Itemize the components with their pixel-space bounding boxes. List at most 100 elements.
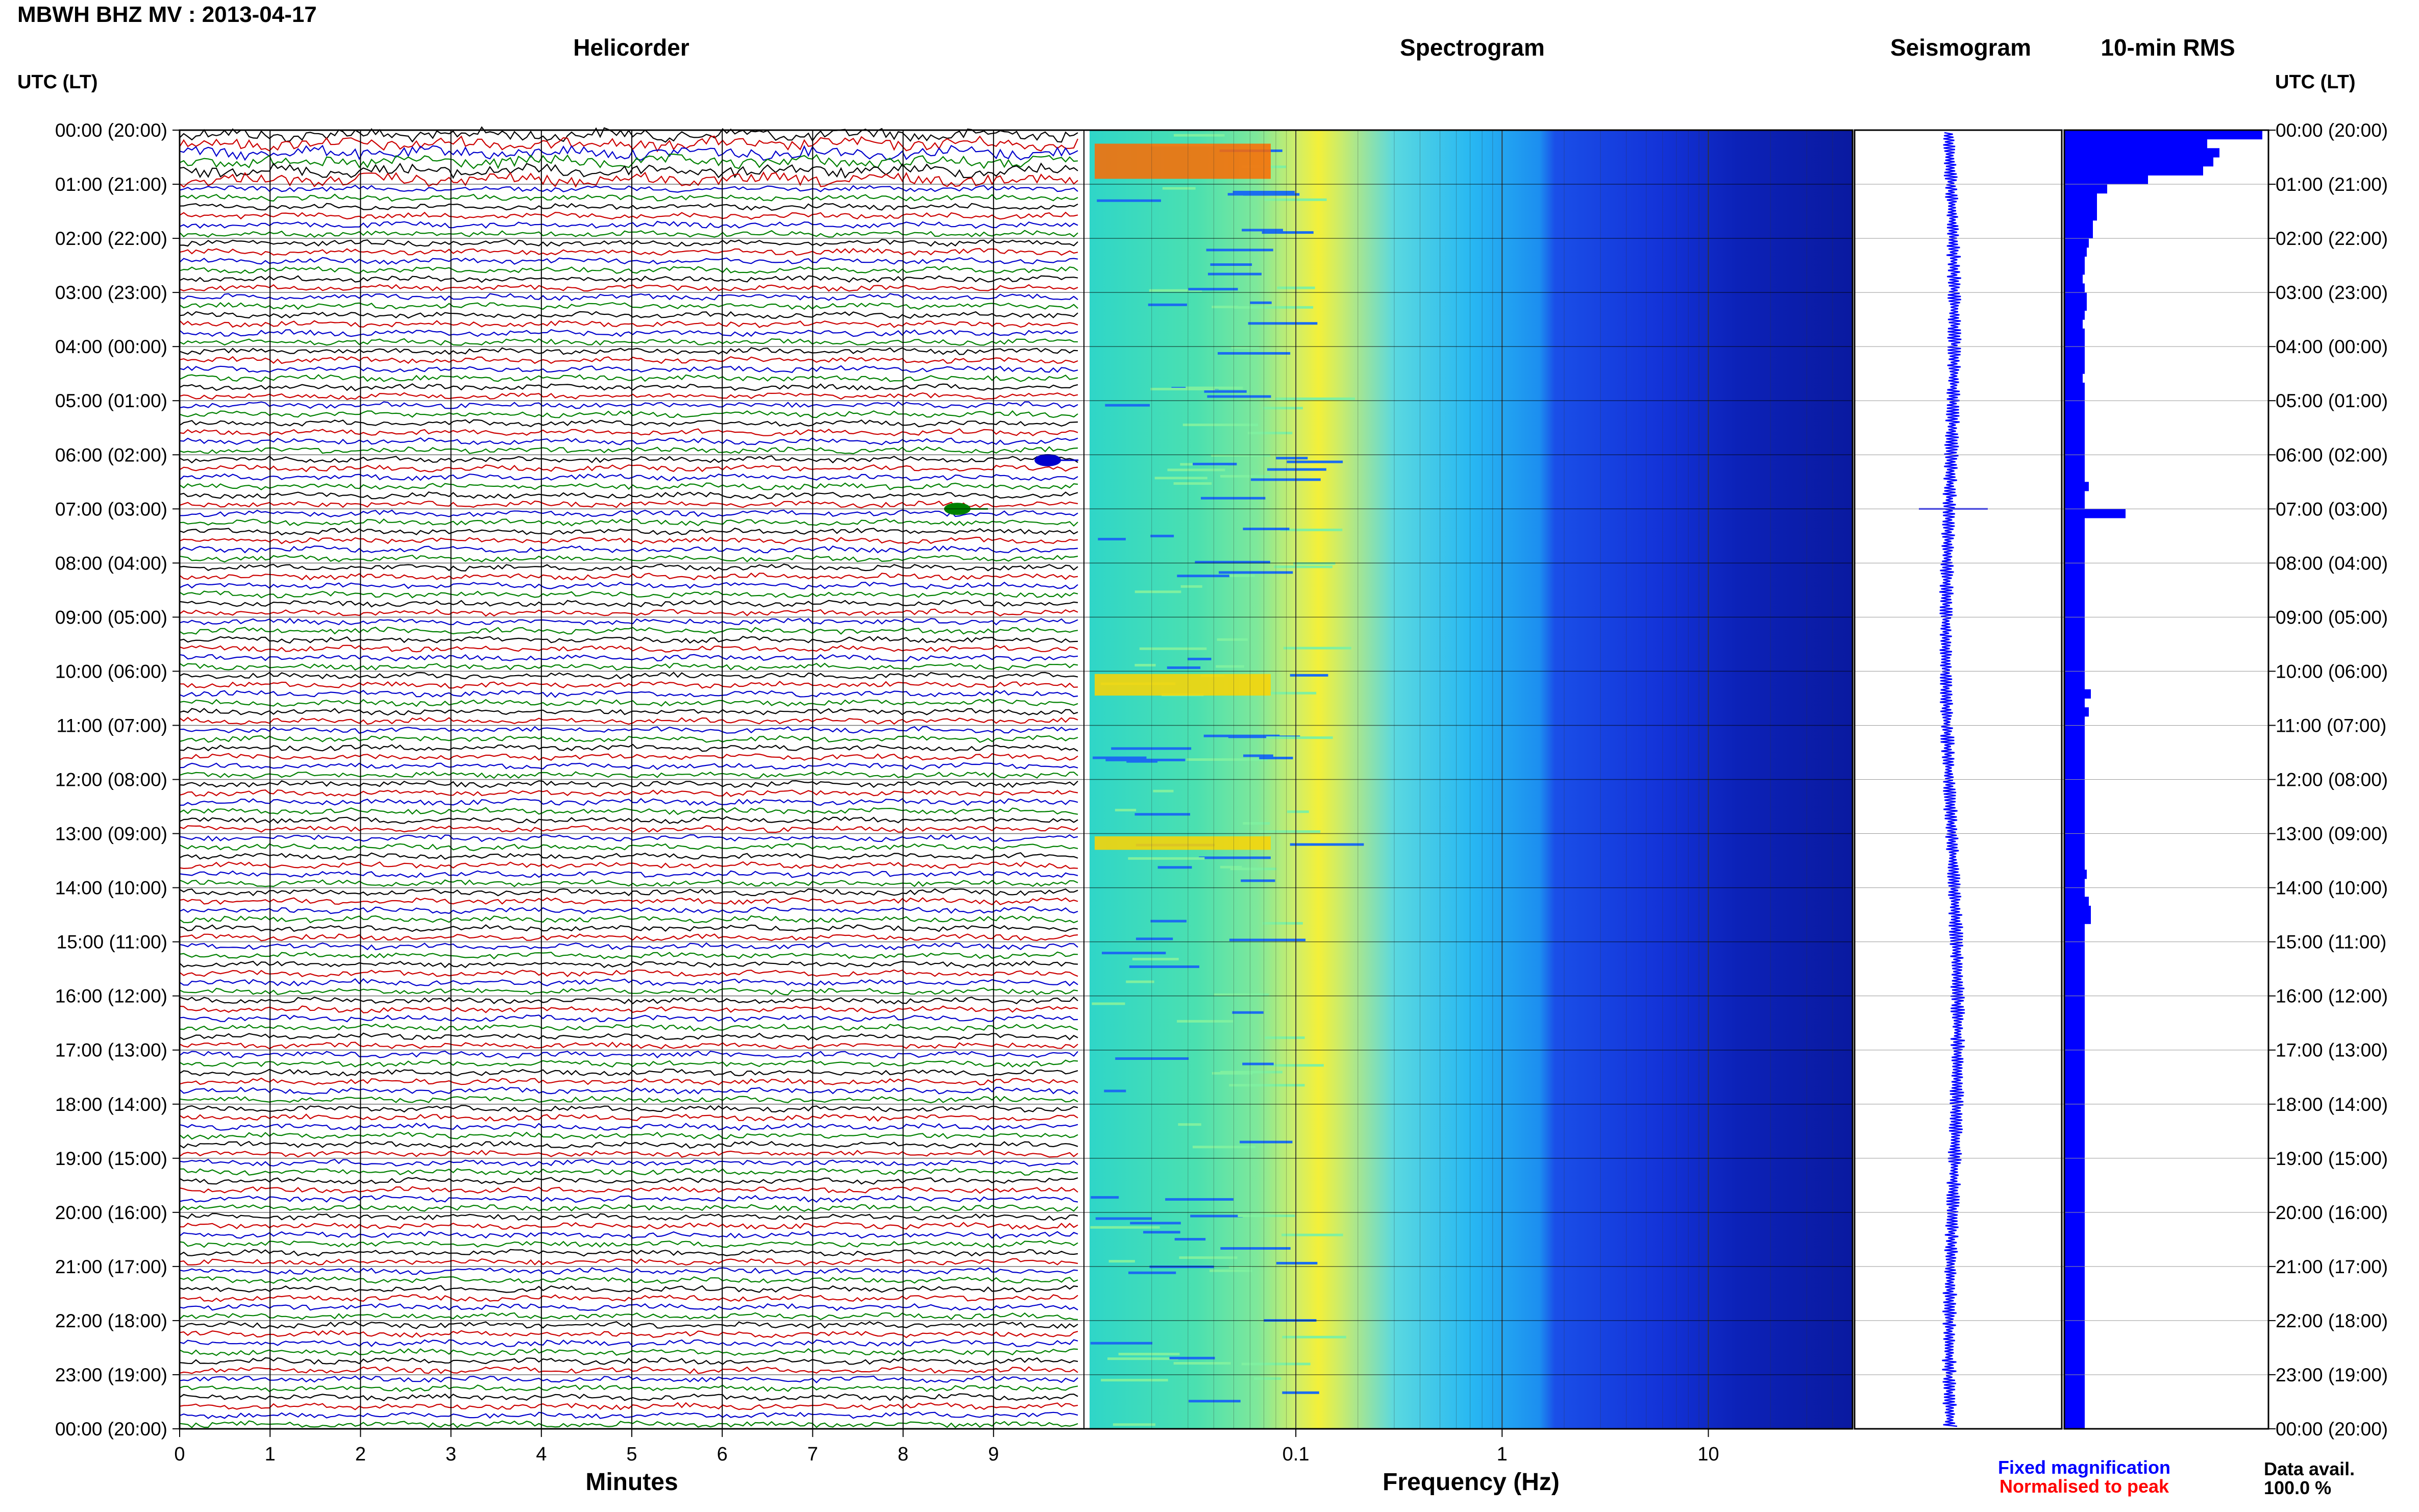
rms-bar (2064, 130, 2262, 140)
helicorder-trace (179, 144, 1078, 161)
spectrogram-speckle (1157, 866, 1192, 869)
rms-bar (2064, 986, 2085, 997)
rms-bar (2064, 409, 2085, 419)
rms-bar (2064, 328, 2085, 338)
helicorder-trace (179, 978, 1078, 986)
spectrogram-speckle (1267, 468, 1326, 471)
spectrogram-speckle (1262, 231, 1314, 234)
helicorder-trace (179, 1267, 1078, 1275)
time-label-right: 13:00 (09:00) (2276, 824, 2388, 845)
time-label-left: 10:00 (06:00) (55, 661, 167, 682)
spectrogram-speckle (1195, 561, 1270, 564)
spectrogram-speckle (1179, 1256, 1238, 1259)
spectrogram-speckle (1149, 289, 1202, 292)
spectrogram-speckle (1118, 1352, 1180, 1355)
spectrogram-xlabel: Frequency (Hz) (1383, 1469, 1560, 1496)
rms-bar (2064, 1032, 2085, 1042)
spectrogram-speckle (1290, 674, 1328, 677)
time-label-left: 14:00 (10:00) (55, 878, 167, 899)
helicorder-title: Helicorder (573, 34, 689, 61)
spectrogram-speckle (1220, 1071, 1282, 1074)
rms-bar (2064, 887, 2085, 897)
spectrogram-energy-patch (1095, 143, 1271, 179)
helicorder-trace (179, 879, 1078, 887)
helicorder-trace (179, 410, 1078, 418)
rms-bar (2064, 1176, 2085, 1186)
helicorder-trace (179, 581, 1078, 590)
rms-bar (2064, 247, 2087, 257)
helicorder-trace (179, 1014, 1078, 1023)
helicorder-trace (179, 762, 1078, 770)
rms-bar (2064, 1275, 2085, 1285)
time-label-left: 12:00 (08:00) (55, 770, 167, 790)
spectrogram-speckle (1134, 590, 1181, 593)
helicorder-trace (179, 852, 1078, 860)
helicorder-trace (179, 843, 1078, 851)
helicorder-trace (179, 834, 1078, 842)
helicorder-trace (179, 518, 1078, 527)
helicorder-trace (179, 1032, 1078, 1041)
rms-bar (2064, 1410, 2085, 1420)
helicorder-trace (179, 247, 1078, 256)
minute-tick-label: 4 (536, 1444, 547, 1465)
rms-bar (2064, 238, 2089, 248)
rms-bar (2064, 941, 2085, 951)
spectrogram-energy-patch (1095, 836, 1271, 850)
spectrogram-title: Spectrogram (1400, 34, 1545, 61)
spectrogram-speckle (1126, 760, 1158, 763)
spectrogram-speckle (1240, 1141, 1293, 1144)
helicorder-trace (179, 1042, 1078, 1050)
spectrogram-speckle (1101, 1379, 1168, 1382)
helicorder-trace (179, 654, 1078, 662)
time-label-right: 08:00 (04:00) (2276, 553, 2388, 574)
spectrogram-speckle (1150, 387, 1215, 390)
helicorder-trace (179, 509, 1078, 517)
spectrogram-speckle (1167, 468, 1225, 472)
spectrogram-speckle (1090, 1226, 1160, 1229)
rms-bar (2064, 157, 2213, 167)
helicorder-trace (179, 266, 1078, 274)
helicorder-trace (179, 491, 1078, 500)
spectrogram-speckle (1204, 390, 1247, 393)
helicorder-trace (179, 716, 1078, 725)
time-label-left: 17:00 (13:00) (55, 1040, 167, 1061)
helicorder-trace (179, 1195, 1078, 1203)
time-label-right: 03:00 (23:00) (2276, 282, 2388, 303)
spectrogram-speckle (1243, 193, 1300, 196)
rms-bar (2064, 951, 2085, 960)
rms-bar (2064, 1149, 2085, 1159)
rms-bar (2064, 1347, 2085, 1357)
rms-bar (2064, 1014, 2085, 1024)
rms-bar (2064, 536, 2085, 546)
rms-bar (2064, 1104, 2085, 1113)
helicorder-trace (179, 419, 1078, 428)
rms-bar (2064, 572, 2085, 582)
spectrogram-speckle (1173, 1362, 1231, 1365)
rms-bar (2064, 428, 2085, 437)
helicorder-trace (179, 1086, 1078, 1095)
rms-bar (2064, 274, 2083, 284)
spectrogram-speckle (1243, 528, 1290, 531)
spectrogram-speckle (1182, 424, 1258, 427)
time-label-right: 02:00 (22:00) (2276, 228, 2388, 249)
helicorder-trace (179, 302, 1078, 310)
time-label-right: 00:00 (20:00) (2276, 120, 2388, 141)
minute-tick-label: 2 (355, 1444, 366, 1465)
helicorder-trace (179, 527, 1078, 536)
helicorder-trace (179, 428, 1078, 436)
rms-bar (2064, 1221, 2085, 1231)
rms-bar (2064, 978, 2085, 987)
rms-bar (2064, 265, 2085, 275)
spectrogram-speckle (1250, 301, 1272, 304)
rms-bar (2064, 1023, 2085, 1032)
rms-bar (2064, 924, 2085, 933)
rms-bar (2064, 1339, 2085, 1348)
time-label-left: 03:00 (23:00) (55, 282, 167, 303)
rms-bar (2064, 517, 2085, 528)
rms-bar (2064, 500, 2085, 509)
time-label-right: 01:00 (21:00) (2276, 174, 2388, 195)
rms-bar (2064, 617, 2085, 627)
rms-bar (2064, 932, 2085, 943)
data-availability-label: Data avail. (2264, 1458, 2355, 1479)
rms-bar (2064, 788, 2085, 798)
